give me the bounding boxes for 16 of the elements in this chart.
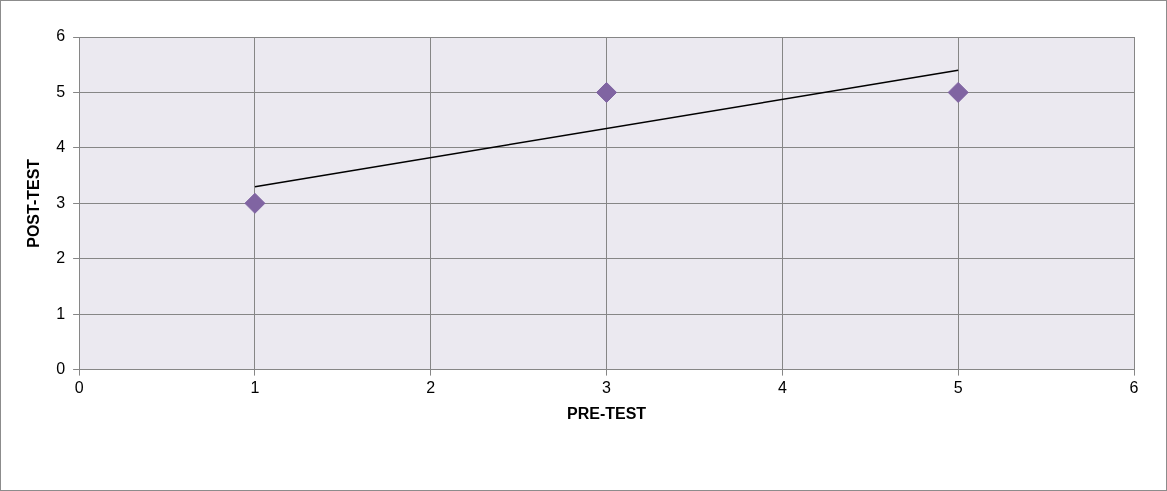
y-tick-label: 1	[56, 304, 66, 322]
x-tick-label: 1	[250, 378, 260, 396]
x-tick-label: 5	[953, 378, 963, 396]
x-axis-title: PRE-TEST	[566, 404, 647, 422]
x-tick-label: 4	[777, 378, 787, 396]
y-tick-label: 6	[56, 27, 66, 45]
y-tick-label: 4	[56, 138, 66, 156]
y-tick-label: 5	[56, 82, 66, 100]
x-tick-label: 3	[602, 378, 612, 396]
y-tick-label: 0	[56, 360, 66, 378]
x-tick-label: 0	[74, 378, 84, 396]
y-tick-label: 3	[56, 193, 66, 211]
y-axis-title: POST-TEST	[25, 158, 43, 248]
x-tick-label: 2	[426, 378, 436, 396]
x-tick-label: 6	[1129, 378, 1139, 396]
y-tick-label: 2	[56, 249, 66, 267]
